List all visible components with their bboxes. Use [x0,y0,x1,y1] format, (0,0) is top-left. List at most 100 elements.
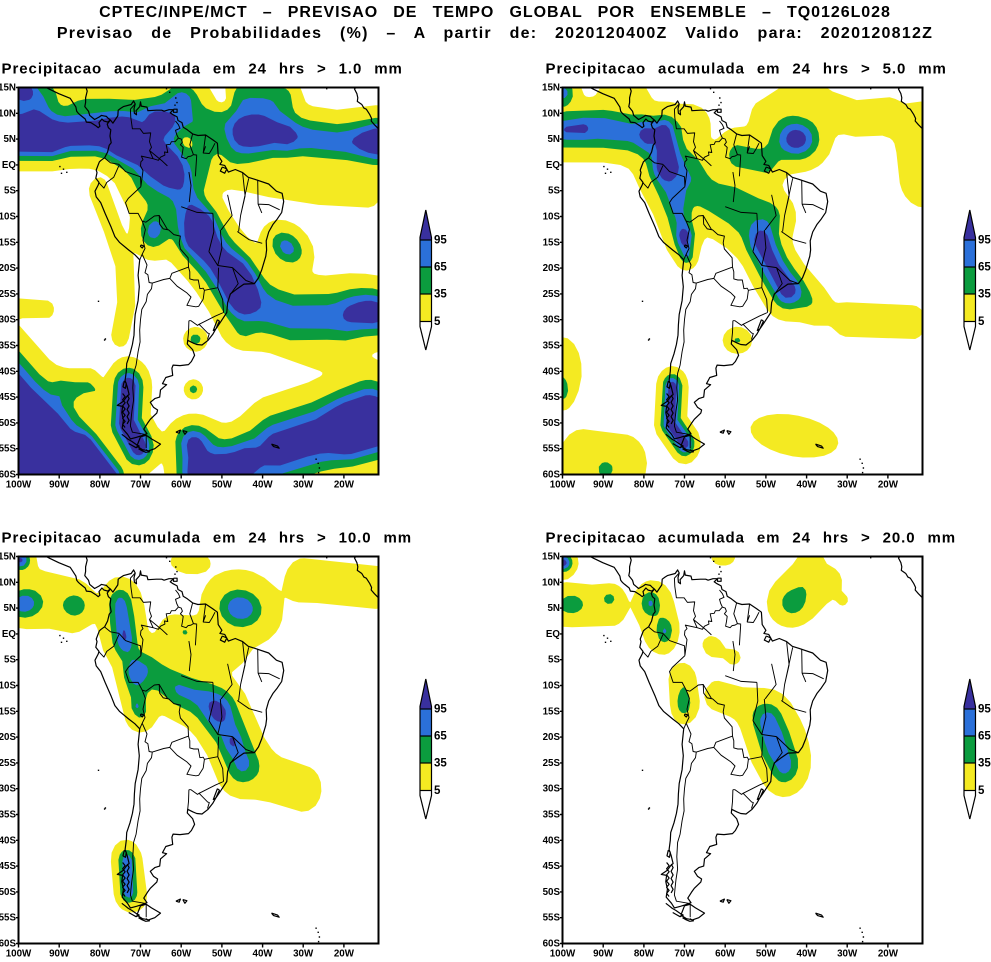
svg-text:100W: 100W [550,480,576,491]
svg-text:65: 65 [434,731,447,743]
svg-text:20S: 20S [0,732,16,743]
svg-text:55S: 55S [0,444,16,455]
svg-text:35S: 35S [0,810,16,821]
svg-text:30S: 30S [543,784,561,795]
svg-text:EQ: EQ [2,160,17,171]
svg-text:35S: 35S [0,341,16,352]
svg-text:45S: 45S [543,861,561,872]
svg-text:5S: 5S [548,655,560,666]
svg-text:Precipitacao acumulada em 24 h: Precipitacao acumulada em 24 hrs > 1.0 m… [2,61,403,78]
svg-text:5N: 5N [3,134,16,145]
svg-text:10S: 10S [0,212,16,223]
svg-text:20S: 20S [543,263,561,274]
svg-text:40S: 40S [543,366,561,377]
svg-text:25S: 25S [0,289,16,300]
svg-text:15S: 15S [543,237,561,248]
svg-text:60W: 60W [171,949,192,958]
svg-text:EQ: EQ [546,160,561,171]
svg-text:95: 95 [434,235,447,247]
svg-text:5: 5 [978,316,985,328]
svg-text:5N: 5N [3,603,16,614]
svg-text:35: 35 [978,289,991,301]
svg-text:60S: 60S [543,470,561,481]
svg-text:20W: 20W [334,480,355,491]
svg-text:65: 65 [978,731,991,743]
svg-text:Precipitacao acumulada em 24 h: Precipitacao acumulada em 24 hrs > 10.0 … [2,530,413,547]
svg-text:10N: 10N [542,577,560,588]
svg-text:EQ: EQ [2,629,17,640]
svg-text:60W: 60W [715,949,736,958]
svg-text:60S: 60S [543,939,561,950]
svg-text:10S: 10S [543,212,561,223]
svg-text:60S: 60S [0,939,16,950]
svg-text:40S: 40S [0,366,16,377]
svg-text:60W: 60W [715,480,736,491]
svg-text:30W: 30W [293,480,314,491]
svg-text:5: 5 [978,785,985,797]
svg-text:30S: 30S [0,315,16,326]
svg-text:100W: 100W [6,480,32,491]
svg-text:20S: 20S [543,732,561,743]
svg-text:35: 35 [434,289,447,301]
svg-text:30W: 30W [837,949,858,958]
svg-text:Previsao de Probabilidades (%): Previsao de Probabilidades (%) – A parti… [57,25,933,42]
svg-text:50W: 50W [756,949,777,958]
svg-text:40S: 40S [0,835,16,846]
svg-text:5: 5 [434,785,441,797]
svg-text:30S: 30S [0,784,16,795]
svg-text:70W: 70W [674,480,695,491]
svg-text:25S: 25S [543,289,561,300]
svg-text:5S: 5S [4,655,16,666]
svg-text:15N: 15N [542,552,560,563]
svg-text:45S: 45S [543,392,561,403]
svg-text:65: 65 [978,262,991,274]
svg-text:5: 5 [434,316,441,328]
svg-text:15S: 15S [543,706,561,717]
svg-text:5N: 5N [547,134,560,145]
svg-text:40W: 40W [797,480,818,491]
svg-text:80W: 80W [634,480,655,491]
svg-text:45S: 45S [0,861,16,872]
svg-text:35S: 35S [543,341,561,352]
svg-text:100W: 100W [6,949,32,958]
svg-text:40W: 40W [253,949,274,958]
svg-text:20W: 20W [878,480,899,491]
svg-text:40S: 40S [543,835,561,846]
svg-text:45S: 45S [0,392,16,403]
svg-text:15N: 15N [0,552,16,563]
svg-text:5S: 5S [4,186,16,197]
svg-text:10N: 10N [542,108,560,119]
svg-text:90W: 90W [49,949,70,958]
svg-text:10N: 10N [0,577,16,588]
svg-text:80W: 80W [90,949,111,958]
svg-text:30W: 30W [837,480,858,491]
svg-text:35: 35 [434,758,447,770]
svg-text:10S: 10S [0,681,16,692]
svg-text:50W: 50W [756,480,777,491]
svg-text:15N: 15N [0,83,16,94]
svg-text:Precipitacao acumulada em 24 h: Precipitacao acumulada em 24 hrs > 5.0 m… [546,61,947,78]
svg-text:90W: 90W [593,949,614,958]
svg-text:EQ: EQ [546,629,561,640]
svg-text:30W: 30W [293,949,314,958]
svg-text:40W: 40W [253,480,274,491]
svg-text:Precipitacao acumulada em 24 h: Precipitacao acumulada em 24 hrs > 20.0 … [546,530,957,547]
svg-text:95: 95 [434,704,447,716]
svg-text:20W: 20W [334,949,355,958]
svg-text:50W: 50W [212,480,233,491]
svg-text:95: 95 [978,704,991,716]
svg-text:15N: 15N [542,83,560,94]
svg-text:60S: 60S [0,470,16,481]
svg-text:25S: 25S [543,758,561,769]
svg-text:35S: 35S [543,810,561,821]
svg-text:15S: 15S [0,706,16,717]
svg-text:15S: 15S [0,237,16,248]
svg-text:70W: 70W [674,949,695,958]
svg-text:90W: 90W [49,480,70,491]
svg-text:50S: 50S [543,887,561,898]
svg-text:50W: 50W [212,949,233,958]
svg-text:20W: 20W [878,949,899,958]
svg-text:20S: 20S [0,263,16,274]
svg-text:55S: 55S [543,444,561,455]
svg-text:70W: 70W [130,480,151,491]
